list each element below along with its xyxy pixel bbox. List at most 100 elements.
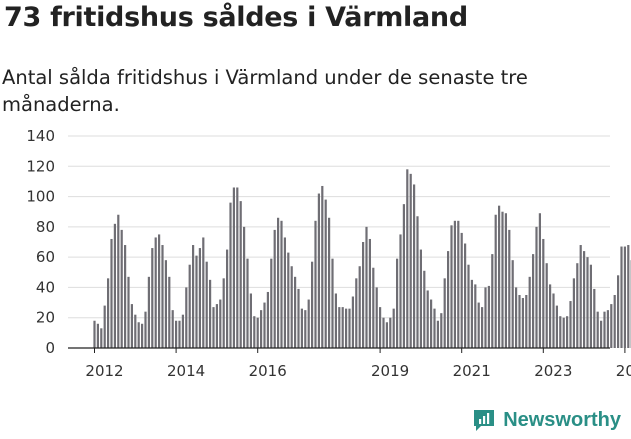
bar [423, 270, 426, 348]
bar [338, 307, 341, 348]
brand-name: Newsworthy [503, 408, 621, 431]
bar [192, 245, 195, 348]
bar [93, 320, 96, 348]
bar [525, 295, 528, 348]
bar [96, 323, 99, 348]
bar [236, 187, 239, 348]
bar [613, 295, 616, 348]
bar [144, 311, 147, 348]
y-tick-label: 40 [36, 278, 55, 296]
bar [209, 279, 212, 348]
bar [273, 229, 276, 348]
bar [266, 291, 269, 348]
bar [358, 266, 361, 348]
y-tick-label: 100 [26, 188, 55, 206]
bar [249, 293, 252, 348]
bar [528, 276, 531, 348]
bar [501, 211, 504, 348]
y-tick-label: 120 [26, 157, 55, 175]
bar [110, 238, 113, 348]
bar [620, 246, 623, 348]
bar [107, 278, 110, 348]
bar [260, 310, 263, 348]
bar [453, 220, 456, 348]
bar [171, 310, 174, 348]
bar [460, 232, 463, 348]
bar [151, 248, 154, 348]
bar [426, 290, 429, 348]
y-tick-label: 60 [36, 248, 55, 266]
x-tick-label: 2014 [167, 362, 205, 380]
bar [569, 301, 572, 348]
bar [494, 214, 497, 348]
bar [518, 295, 521, 348]
bar [606, 310, 609, 348]
bar [195, 255, 198, 348]
bar [450, 225, 453, 348]
bar [406, 169, 409, 348]
bar [328, 217, 331, 348]
bar [287, 252, 290, 348]
bar [433, 308, 436, 348]
bar [538, 213, 541, 348]
x-tick-label: 2012 [85, 362, 123, 380]
bar [552, 293, 555, 348]
bar [416, 216, 419, 348]
bar [576, 263, 579, 348]
bar [212, 307, 215, 348]
bar [603, 311, 606, 348]
bar [555, 305, 558, 348]
bar [572, 278, 575, 348]
bar [147, 276, 150, 348]
bar [562, 317, 565, 348]
x-tick-label: 2019 [371, 362, 409, 380]
bar [161, 245, 164, 348]
bar [623, 246, 626, 348]
bar [532, 254, 535, 348]
bar [355, 278, 358, 348]
bar [504, 213, 507, 348]
bar [283, 237, 286, 348]
bar [617, 275, 620, 348]
bar [229, 202, 232, 348]
bar [419, 249, 422, 348]
bar [498, 205, 501, 348]
bar [232, 187, 235, 348]
bar [311, 261, 314, 348]
bar [243, 226, 246, 348]
bar [215, 304, 218, 348]
y-tick-label: 20 [36, 309, 55, 327]
bar [467, 264, 470, 348]
bar [168, 276, 171, 348]
bar [270, 258, 273, 348]
x-tick-label: 2021 [453, 362, 491, 380]
bar [470, 279, 473, 348]
bar [175, 320, 178, 348]
bar [178, 320, 181, 348]
bar [464, 243, 467, 348]
bar [491, 254, 494, 348]
bar [331, 258, 334, 348]
bar [484, 287, 487, 348]
bar [103, 305, 106, 348]
x-tick-label: 2025 [616, 362, 631, 380]
bar [202, 237, 205, 348]
bar [256, 317, 259, 348]
bar [253, 316, 256, 348]
bar [290, 266, 293, 348]
x-tick-label: 2016 [249, 362, 287, 380]
bar [351, 296, 354, 348]
bar [402, 204, 405, 348]
bar [375, 287, 378, 348]
bar [413, 184, 416, 348]
bar [181, 314, 184, 348]
bar [130, 304, 133, 348]
bar [589, 264, 592, 348]
bar [515, 287, 518, 348]
bar [430, 299, 433, 348]
bar [487, 285, 490, 348]
bar [263, 302, 266, 348]
bar [113, 223, 116, 348]
bar [300, 308, 303, 348]
bar [389, 317, 392, 348]
